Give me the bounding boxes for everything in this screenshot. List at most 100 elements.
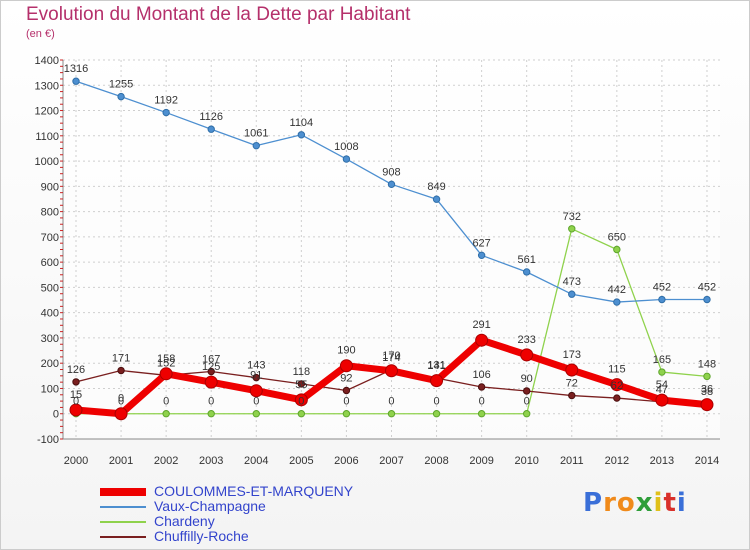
data-point	[387, 180, 396, 189]
y-tick-label: 1200	[35, 106, 59, 118]
data-label: 0	[163, 396, 169, 408]
logo-letter: i	[653, 488, 664, 518]
data-label: 115	[608, 364, 626, 376]
data-label: 190	[337, 345, 355, 357]
data-point	[432, 195, 441, 203]
data-label: 126	[67, 364, 85, 376]
data-label: 106	[472, 369, 490, 381]
legend-swatch	[100, 505, 146, 508]
legend-swatch	[100, 487, 146, 496]
x-tick-label: 2013	[650, 455, 674, 467]
series-0	[69, 333, 714, 421]
data-point	[658, 368, 666, 376]
data-label: 1255	[109, 79, 133, 91]
legend-label: Chardeny	[154, 513, 215, 529]
data-label: 1104	[290, 117, 314, 129]
y-tick-label: 100	[41, 383, 59, 395]
data-label: 732	[563, 211, 581, 223]
data-point	[613, 245, 621, 254]
data-point	[252, 373, 260, 382]
data-point	[568, 225, 576, 233]
data-point	[477, 410, 486, 418]
data-label: 442	[608, 284, 626, 296]
y-tick-label: 1100	[35, 131, 59, 143]
data-label: 452	[698, 282, 716, 294]
chart-legend: COULOMMES-ET-MARQUENY Vaux-Champagne Chard…	[100, 484, 353, 544]
data-point	[207, 367, 215, 376]
x-tick-label: 2008	[424, 455, 448, 467]
logo-letter: x	[635, 488, 654, 518]
data-point	[204, 375, 218, 389]
data-point	[72, 77, 80, 85]
data-label: 1061	[244, 128, 268, 140]
data-label: 148	[698, 358, 716, 370]
data-point	[114, 407, 128, 421]
y-tick-label: 1400	[35, 55, 59, 67]
x-tick-label: 2014	[695, 455, 719, 467]
data-point	[384, 364, 398, 378]
data-point	[162, 410, 170, 418]
data-label: 1126	[199, 111, 223, 123]
data-label: 0	[433, 396, 439, 408]
data-point	[568, 290, 576, 298]
data-label: 167	[202, 354, 220, 366]
data-point	[700, 398, 714, 412]
data-point	[568, 391, 576, 400]
data-label: 170	[382, 350, 400, 362]
y-tick-label: 1300	[35, 80, 59, 92]
data-label: 0	[118, 393, 124, 405]
data-label: 152	[157, 357, 175, 369]
data-point	[523, 268, 531, 276]
data-label: 0	[73, 396, 79, 408]
y-tick-label: -100	[37, 434, 59, 446]
data-label: 36	[701, 384, 713, 396]
data-label: 1008	[334, 141, 358, 153]
data-label: 90	[521, 373, 533, 385]
data-label: 473	[563, 276, 581, 288]
proxiti-logo: Proxiti	[583, 488, 687, 518]
legend-item: COULOMMES-ET-MARQUENY	[100, 484, 353, 499]
y-tick-label: 200	[41, 358, 59, 370]
data-label: 15	[70, 389, 82, 401]
data-point	[72, 378, 80, 386]
data-label: 0	[253, 396, 259, 408]
data-label: 627	[472, 237, 490, 249]
data-label: 72	[566, 378, 578, 390]
data-point	[297, 380, 306, 388]
x-tick-label: 2002	[154, 455, 178, 467]
x-tick-label: 2010	[514, 455, 538, 467]
logo-letter: i	[676, 488, 687, 518]
data-point	[475, 333, 489, 347]
data-label: 158	[157, 353, 175, 365]
x-tick-label: 2009	[469, 455, 493, 467]
data-point	[294, 393, 308, 407]
x-tick-label: 2004	[244, 455, 268, 467]
y-tick-label: 1000	[35, 156, 59, 168]
logo-letter: r	[603, 488, 617, 518]
x-tick-label: 2005	[289, 455, 313, 467]
data-point	[297, 131, 306, 139]
data-label: 118	[293, 366, 311, 378]
data-point	[117, 366, 125, 375]
data-point	[252, 141, 260, 150]
data-point	[69, 403, 83, 417]
data-point	[430, 374, 444, 388]
y-tick-label: 600	[41, 257, 59, 269]
data-label: 0	[298, 396, 304, 408]
y-tick-label: 0	[53, 409, 59, 421]
data-label: 650	[608, 232, 626, 244]
legend-label: Vaux-Champagne	[154, 498, 266, 514]
data-label: 908	[382, 166, 400, 178]
data-point	[342, 410, 351, 418]
data-label: 165	[653, 354, 671, 366]
data-label: 561	[518, 254, 536, 266]
legend-label: Chuffilly-Roche	[154, 528, 249, 544]
logo-letter: o	[616, 488, 636, 518]
data-label: 0	[524, 396, 530, 408]
data-label: 55	[295, 379, 307, 391]
logo-letter: t	[663, 488, 677, 518]
data-point	[565, 363, 579, 377]
y-tick-label: 500	[41, 282, 59, 294]
data-label: 291	[472, 319, 490, 331]
